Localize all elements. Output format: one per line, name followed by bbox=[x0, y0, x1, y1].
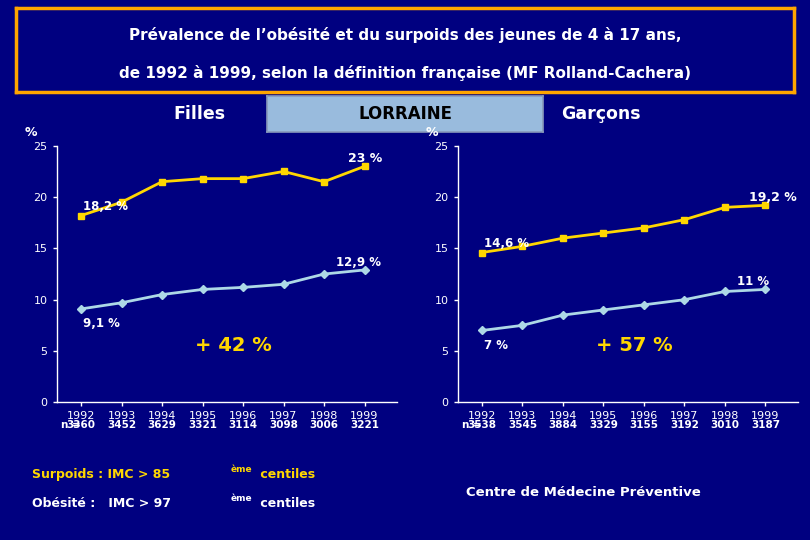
Text: 14,6 %: 14,6 % bbox=[484, 238, 529, 251]
Text: Obésité :   IMC > 97: Obésité : IMC > 97 bbox=[32, 496, 172, 510]
Text: 3360: 3360 bbox=[66, 420, 96, 430]
Text: %: % bbox=[425, 125, 438, 139]
Text: n =: n = bbox=[462, 420, 481, 430]
Text: 19,2 %: 19,2 % bbox=[749, 191, 797, 204]
Text: 18,2 %: 18,2 % bbox=[83, 200, 128, 213]
Text: 3629: 3629 bbox=[147, 420, 177, 430]
Text: 11 %: 11 % bbox=[737, 275, 770, 288]
Text: centiles: centiles bbox=[256, 468, 315, 481]
Text: Centre de Médecine Préventive: Centre de Médecine Préventive bbox=[466, 486, 701, 499]
Text: 3192: 3192 bbox=[670, 420, 699, 430]
Text: de 1992 à 1999, selon la définition française (MF Rolland-Cachera): de 1992 à 1999, selon la définition fran… bbox=[119, 65, 691, 82]
Text: LORRAINE: LORRAINE bbox=[358, 105, 452, 123]
Text: + 57 %: + 57 % bbox=[596, 336, 673, 355]
Text: n =: n = bbox=[61, 420, 80, 430]
Text: 3884: 3884 bbox=[548, 420, 578, 430]
Text: ème: ème bbox=[231, 494, 253, 503]
Text: ème: ème bbox=[231, 465, 253, 475]
Text: 3538: 3538 bbox=[467, 420, 497, 430]
Text: 7 %: 7 % bbox=[484, 339, 508, 352]
Text: Garçons: Garçons bbox=[561, 105, 641, 123]
Text: 3098: 3098 bbox=[269, 420, 298, 430]
Text: 23 %: 23 % bbox=[348, 152, 382, 165]
Text: %: % bbox=[24, 125, 37, 139]
Text: 3114: 3114 bbox=[228, 420, 258, 430]
Text: 3329: 3329 bbox=[589, 420, 618, 430]
Text: centiles: centiles bbox=[256, 496, 315, 510]
Text: Prévalence de l’obésité et du surpoids des jeunes de 4 à 17 ans,: Prévalence de l’obésité et du surpoids d… bbox=[129, 27, 681, 43]
Text: 3155: 3155 bbox=[629, 420, 659, 430]
Text: 3452: 3452 bbox=[107, 420, 136, 430]
Text: 3321: 3321 bbox=[188, 420, 217, 430]
Text: Surpoids : IMC > 85: Surpoids : IMC > 85 bbox=[32, 468, 171, 481]
Text: 3545: 3545 bbox=[508, 420, 537, 430]
Text: Filles: Filles bbox=[173, 105, 226, 123]
Text: 3006: 3006 bbox=[309, 420, 339, 430]
Text: 9,1 %: 9,1 % bbox=[83, 318, 120, 330]
Text: 3221: 3221 bbox=[350, 420, 379, 430]
Text: + 42 %: + 42 % bbox=[195, 336, 272, 355]
Text: 3187: 3187 bbox=[751, 420, 780, 430]
Text: 3010: 3010 bbox=[710, 420, 740, 430]
Text: 12,9 %: 12,9 % bbox=[336, 256, 382, 269]
